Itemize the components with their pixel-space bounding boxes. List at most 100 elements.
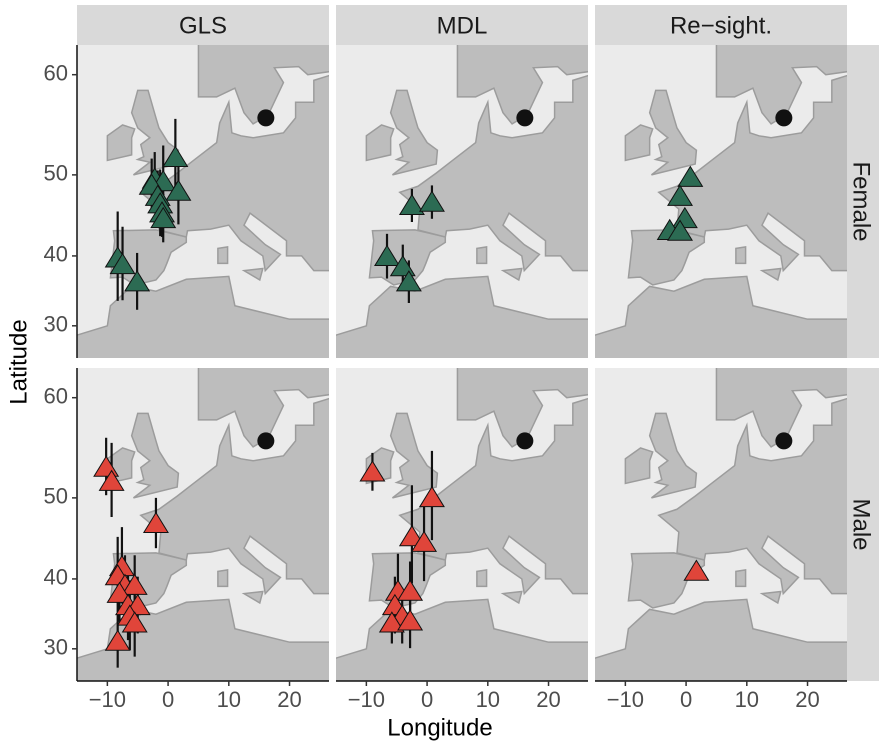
x-tick-label: 20 <box>277 687 301 712</box>
location-marker <box>165 179 192 201</box>
land <box>735 246 747 265</box>
x-tick-label: 20 <box>536 687 560 712</box>
y-tick-label: 30 <box>44 312 68 337</box>
y-tick-label: 40 <box>44 242 68 267</box>
land <box>715 45 847 125</box>
x-tick-label: 0 <box>680 687 692 712</box>
panel <box>595 368 847 681</box>
land <box>759 590 782 605</box>
location-marker <box>397 579 424 601</box>
land <box>197 368 329 448</box>
location-marker <box>677 165 704 187</box>
land <box>648 89 698 176</box>
row-strip-label: Male <box>848 498 875 550</box>
land <box>657 74 847 273</box>
y-tick-label: 60 <box>44 384 68 409</box>
colony-marker <box>257 109 275 127</box>
x-tick-label: 20 <box>795 687 819 712</box>
land <box>648 412 698 499</box>
strip-background <box>843 368 879 681</box>
x-tick-label: −10 <box>89 687 126 712</box>
land <box>336 275 588 358</box>
panel <box>77 368 329 681</box>
x-tick-label: −10 <box>348 687 385 712</box>
land <box>476 246 488 265</box>
location-marker <box>124 270 151 292</box>
location-marker <box>397 609 424 631</box>
y-tick-label: 30 <box>44 635 68 660</box>
panel <box>595 45 847 358</box>
y-tick-label: 50 <box>44 484 68 509</box>
location-marker <box>162 145 189 167</box>
land <box>365 124 395 162</box>
land <box>657 397 847 596</box>
colony-marker <box>516 432 534 450</box>
strip-background <box>77 5 329 45</box>
land <box>139 397 329 596</box>
land <box>130 89 180 176</box>
location-marker <box>98 469 125 491</box>
colony-marker <box>775 109 793 127</box>
y-axis-title: Latitude <box>5 319 32 404</box>
colony-marker <box>516 109 534 127</box>
panel <box>336 45 588 358</box>
land <box>398 74 588 273</box>
land <box>456 45 588 125</box>
location-marker <box>104 629 131 651</box>
land <box>197 45 329 125</box>
land <box>500 590 523 605</box>
strip-background <box>843 45 879 358</box>
location-marker <box>378 611 405 633</box>
land <box>735 569 747 588</box>
land <box>77 275 329 358</box>
location-marker <box>418 485 445 508</box>
panel <box>77 45 329 358</box>
location-marker <box>121 611 148 633</box>
y-tick-label: 40 <box>44 565 68 590</box>
location-marker <box>683 559 710 581</box>
colony-marker <box>257 432 275 450</box>
location-marker <box>142 511 169 534</box>
panel <box>336 368 588 681</box>
land <box>456 368 588 448</box>
strip-background <box>595 5 847 45</box>
land <box>398 397 588 596</box>
land <box>389 89 439 176</box>
land <box>624 447 654 485</box>
land <box>106 124 136 162</box>
land <box>624 124 654 162</box>
land <box>241 590 264 605</box>
y-tick-label: 60 <box>44 61 68 86</box>
y-tick-label: 50 <box>44 161 68 186</box>
location-marker <box>374 244 400 266</box>
location-marker <box>418 190 445 212</box>
land <box>241 267 264 282</box>
location-marker <box>398 193 425 216</box>
location-marker <box>121 573 148 595</box>
location-marker <box>359 460 386 482</box>
location-marker <box>667 219 694 241</box>
land <box>595 598 847 681</box>
land <box>368 229 447 286</box>
column-strip-label: MDL <box>437 12 488 39</box>
x-tick-label: 10 <box>476 687 500 712</box>
location-marker <box>109 252 136 275</box>
x-tick-label: 0 <box>162 687 174 712</box>
land <box>130 412 180 499</box>
location-marker <box>150 206 177 229</box>
x-axis-title: Longitude <box>387 714 492 741</box>
column-strip-label: Re−sight. <box>670 12 772 39</box>
land <box>627 229 706 286</box>
land <box>217 246 229 265</box>
land <box>715 368 847 448</box>
row-strip-label: Female <box>848 161 875 241</box>
column-strip-label: GLS <box>179 12 227 39</box>
land <box>595 275 847 358</box>
land <box>476 569 488 588</box>
location-marker <box>667 184 694 206</box>
x-tick-label: 10 <box>217 687 241 712</box>
location-marker <box>411 530 438 552</box>
land <box>139 74 329 273</box>
x-tick-label: 10 <box>735 687 759 712</box>
